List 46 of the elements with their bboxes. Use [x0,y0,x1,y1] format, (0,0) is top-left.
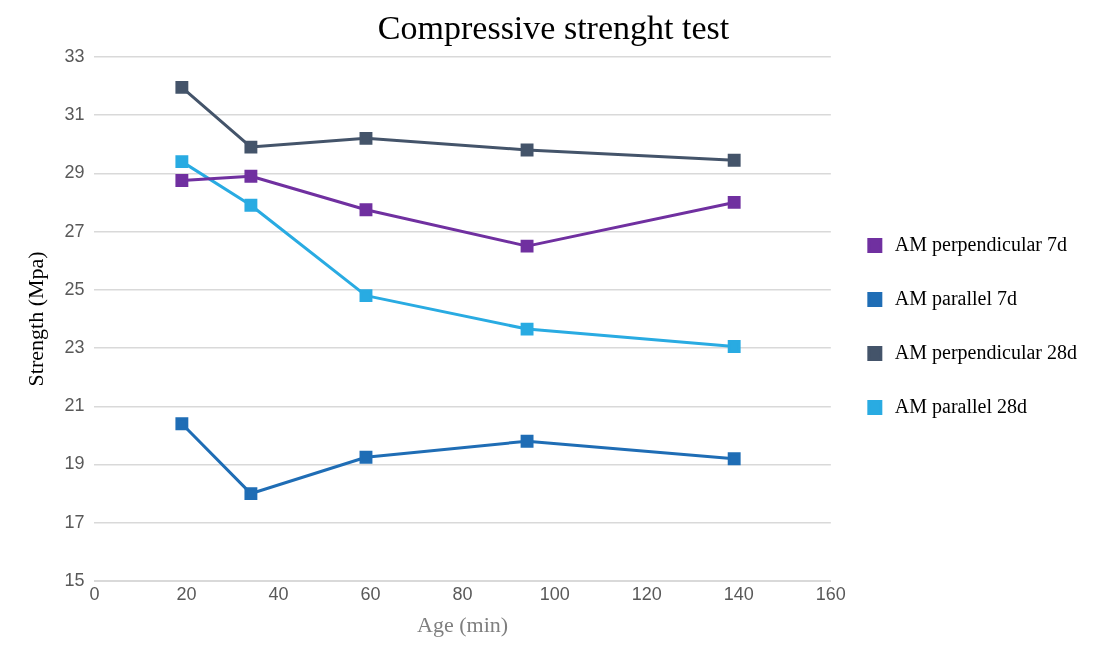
point [175,155,189,169]
y-tick-label: 15 [64,569,85,590]
point [359,203,373,217]
point [244,169,258,183]
y-tick-label: 25 [64,278,85,299]
chart-title: Compressive strenght test [377,9,730,47]
point [244,140,258,154]
point [520,322,534,336]
point [175,80,189,94]
legend-label: AM parallel 28d [894,394,1028,418]
y-tick-label: 17 [64,511,85,532]
x-tick-label: 120 [631,583,662,604]
legend-label: AM perpendicular 7d [894,232,1067,256]
x-tick-label: 80 [452,583,473,604]
point [520,434,534,448]
point [359,289,373,303]
y-tick-label: 29 [64,162,85,183]
point [175,174,189,188]
x-tick-label: 20 [176,583,197,604]
x-tick-label: 0 [89,583,100,604]
y-tick-label: 31 [64,104,85,125]
x-axis-title: Age (min) [417,611,509,637]
y-axis-title: Strength (Mpa) [22,251,48,387]
point [520,239,534,253]
point [175,417,189,431]
point [244,487,258,501]
x-tick-label: 60 [360,583,381,604]
point [727,340,741,354]
point [359,131,373,145]
point [359,450,373,464]
x-tick-label: 100 [539,583,570,604]
y-tick-label: 27 [64,220,85,241]
x-tick-label: 40 [268,583,289,604]
legend-label: AM parallel 7d [894,286,1018,310]
y-tick-label: 33 [64,45,85,66]
point [727,153,741,167]
point [520,143,534,157]
point [727,195,741,209]
y-tick-label: 23 [64,336,85,357]
point [727,452,741,466]
point [244,198,258,212]
legend-label: AM perpendicular 28d [894,340,1077,364]
y-tick-label: 19 [64,453,85,474]
x-tick-label: 160 [815,583,846,604]
x-tick-label: 140 [723,583,754,604]
y-tick-label: 21 [64,395,85,416]
